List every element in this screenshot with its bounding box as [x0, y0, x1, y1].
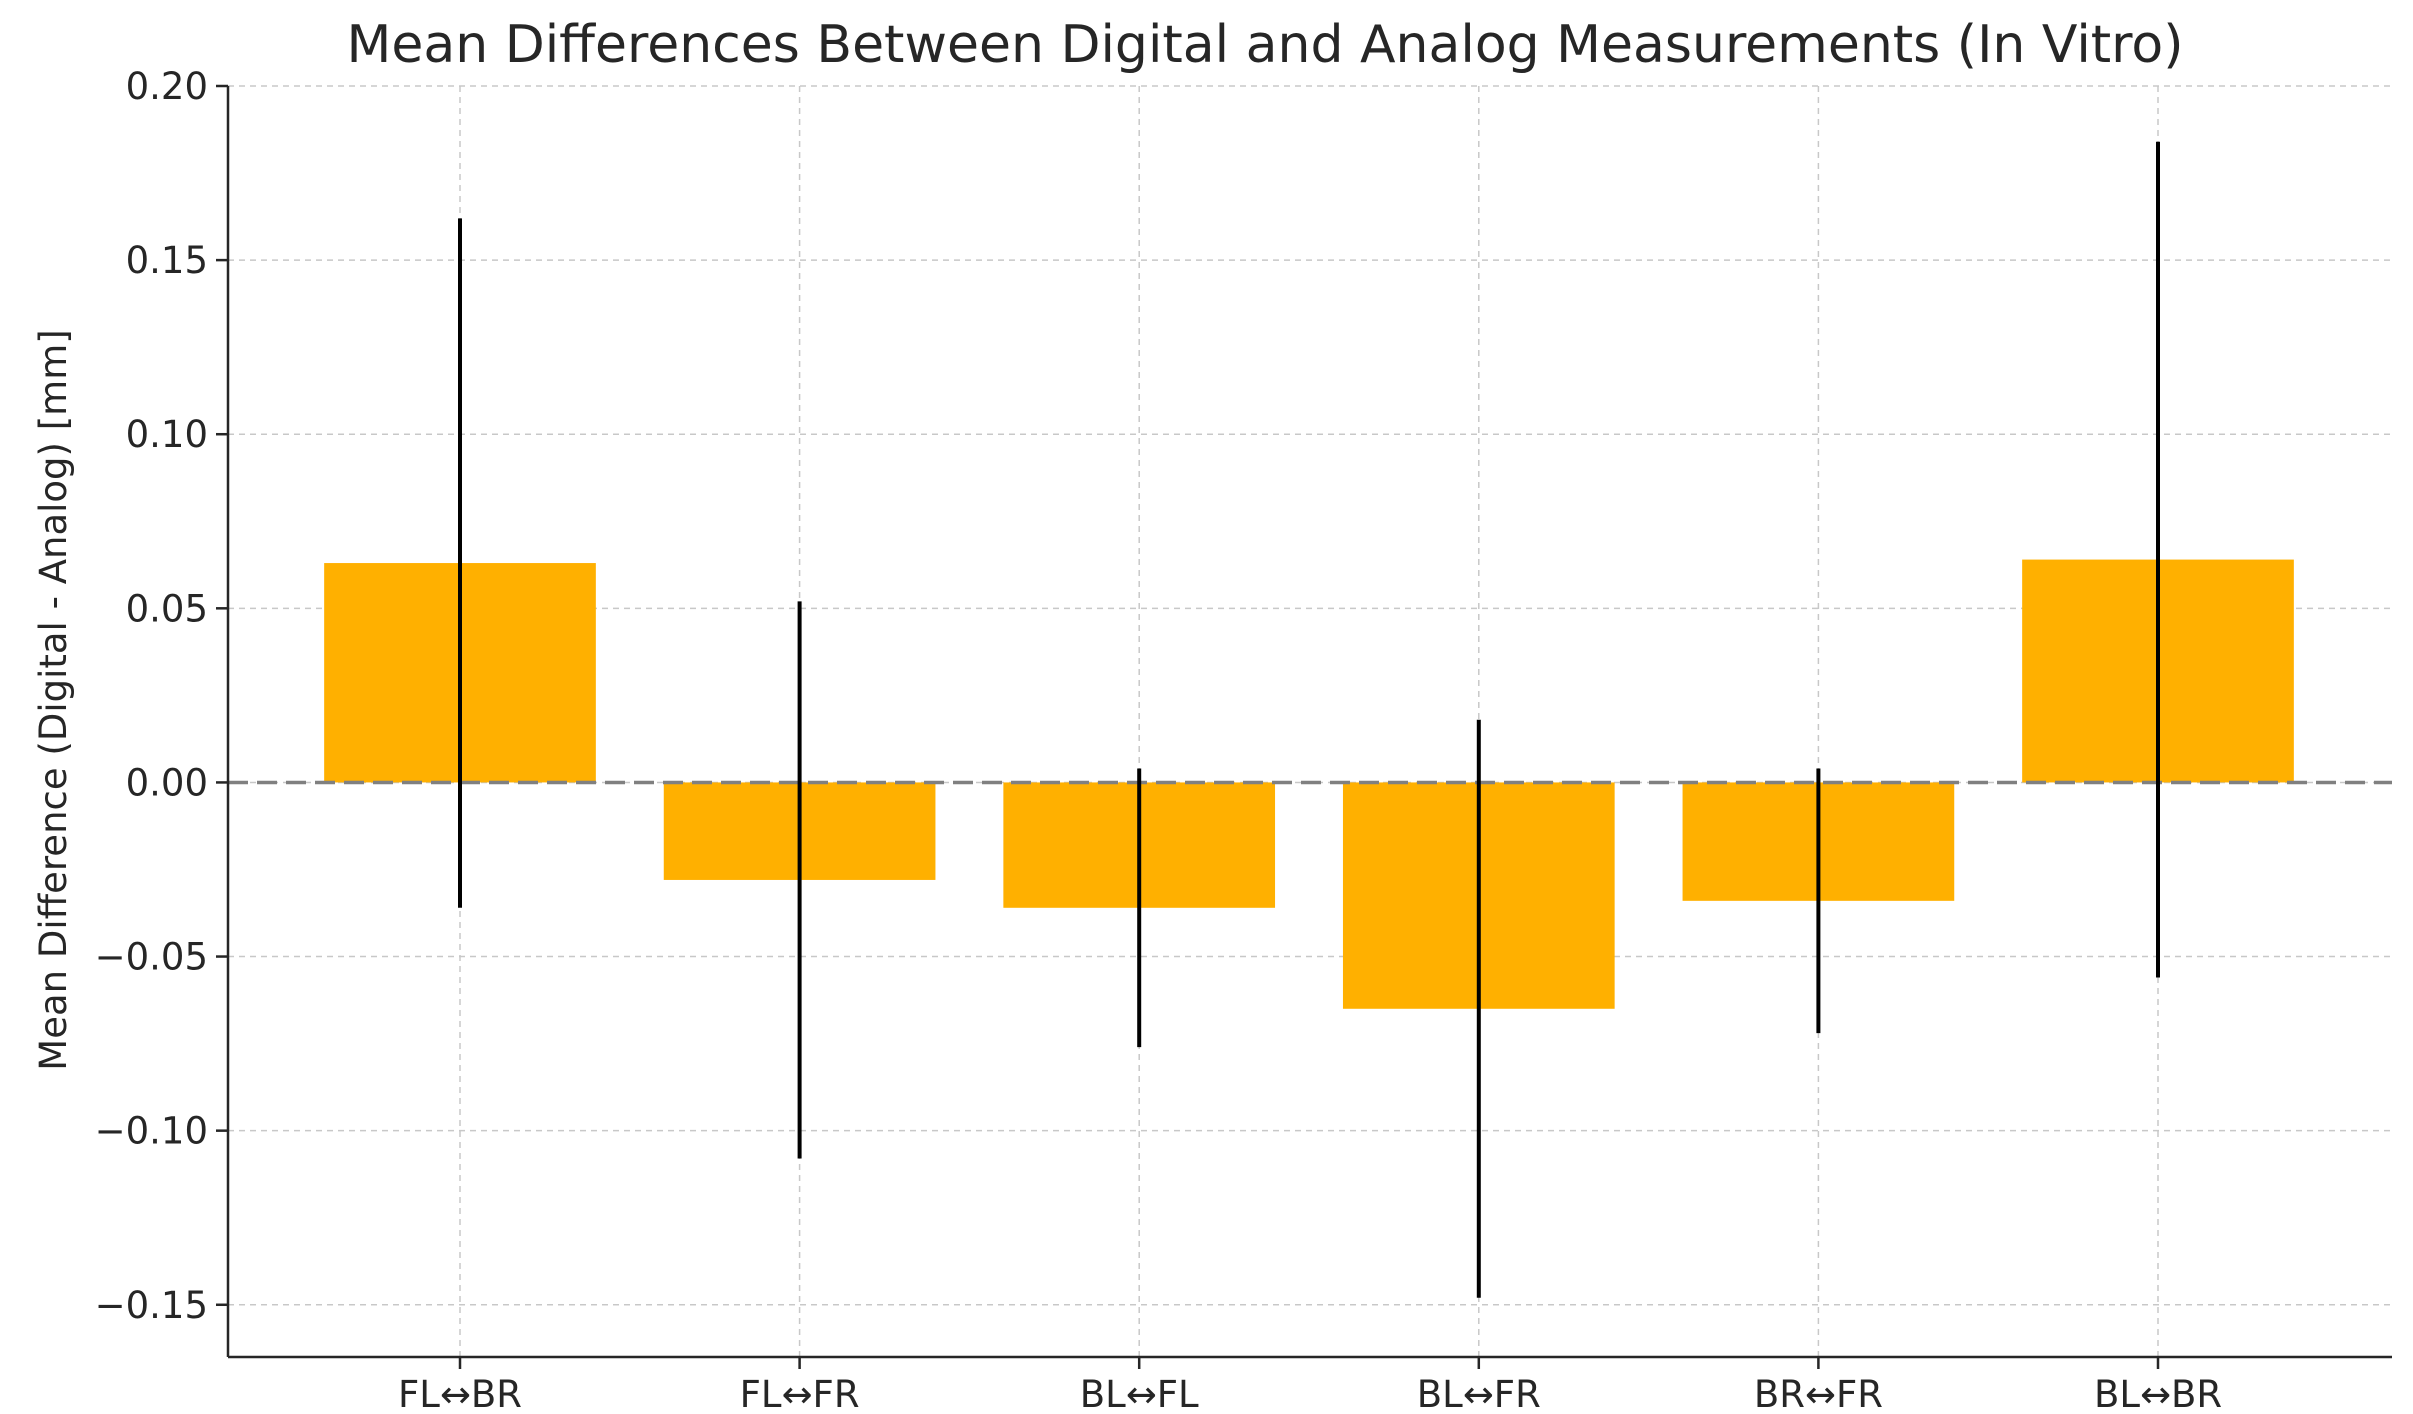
x-tick-label: BL↔FL	[1080, 1373, 1199, 1414]
x-tick-label: BL↔FR	[1417, 1373, 1541, 1414]
y-tick-label: 0.10	[126, 413, 208, 456]
y-tick-label: 0.20	[126, 65, 208, 108]
x-tick-label: FL↔FR	[740, 1373, 860, 1414]
y-tick-label: −0.15	[95, 1284, 208, 1327]
y-tick-label: −0.05	[95, 936, 208, 979]
y-tick-label: 0.00	[126, 761, 208, 804]
error-bars	[458, 141, 2160, 1298]
x-tick-label: BR↔FR	[1754, 1373, 1883, 1414]
axes	[216, 84, 2392, 1369]
labels: Mean Differences Between Digital and Ana…	[32, 15, 2222, 1414]
chart-title: Mean Differences Between Digital and Ana…	[346, 15, 2183, 75]
y-tick-label: 0.05	[126, 587, 208, 630]
x-tick-label: FL↔BR	[398, 1373, 522, 1414]
x-tick-label: BL↔BR	[2094, 1373, 2222, 1414]
y-tick-label: −0.10	[95, 1110, 208, 1153]
y-axis-label: Mean Difference (Digital - Analog) [mm]	[32, 329, 75, 1070]
y-tick-label: 0.15	[126, 239, 208, 282]
